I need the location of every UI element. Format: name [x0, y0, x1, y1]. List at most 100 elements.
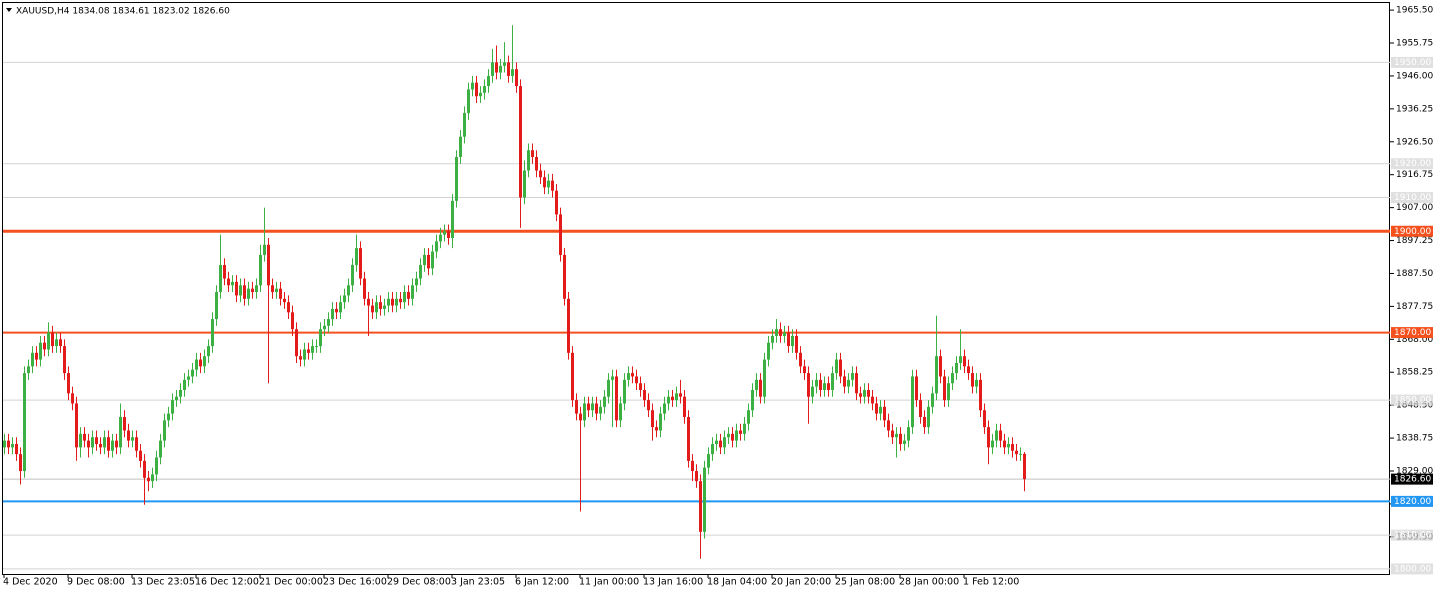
- candle-body: [7, 440, 10, 448]
- x-tick-label: 6 Jan 12:00: [515, 577, 569, 588]
- candle-body: [547, 180, 550, 188]
- dropdown-arrow: [6, 8, 12, 12]
- candle-body: [639, 383, 642, 390]
- candle-body: [167, 413, 170, 421]
- candle-body: [275, 288, 278, 293]
- candle-body: [947, 383, 950, 401]
- candle-body: [515, 69, 518, 87]
- candle-body: [327, 319, 330, 326]
- candle-body: [735, 430, 738, 441]
- y-tick-label: 1887.50: [1396, 269, 1433, 279]
- candle-body: [23, 373, 26, 472]
- candle-body: [151, 474, 154, 482]
- candle-body: [783, 332, 786, 336]
- candle-body: [155, 457, 158, 475]
- candle-body: [759, 379, 762, 397]
- candle-body: [299, 356, 302, 360]
- candle-body: [223, 265, 226, 279]
- y-tick-label: 1838.75: [1396, 434, 1433, 444]
- candle-body: [227, 278, 230, 286]
- candle-body: [379, 302, 382, 309]
- candle-body: [663, 403, 666, 414]
- candle-body: [423, 254, 426, 266]
- candle-body: [867, 389, 870, 397]
- candle-body: [807, 373, 810, 397]
- candle-body: [719, 440, 722, 448]
- candle-body: [1011, 443, 1014, 451]
- candle-body: [611, 376, 614, 380]
- level-label-box: [1391, 563, 1433, 575]
- x-tick-label: 13 Jan 16:00: [643, 577, 703, 588]
- candle-body: [795, 335, 798, 353]
- candle-body: [879, 406, 882, 414]
- candle-body: [771, 335, 774, 343]
- candle-body: [843, 376, 846, 387]
- candle-body: [971, 373, 974, 387]
- candle-body: [587, 403, 590, 411]
- candle-body: [319, 329, 322, 347]
- y-tick-label: 1916.75: [1396, 170, 1433, 180]
- candle-body: [419, 265, 422, 279]
- candle-body: [15, 443, 18, 455]
- candle-body: [491, 62, 494, 76]
- candle-body: [179, 389, 182, 397]
- candle-body: [447, 231, 450, 239]
- candle-body: [815, 379, 818, 387]
- candle-body: [975, 379, 978, 387]
- candle-body: [1015, 450, 1018, 455]
- candle-body: [543, 177, 546, 188]
- candle-body: [703, 467, 706, 532]
- candle-body: [671, 396, 674, 401]
- level-label-box: [1391, 56, 1433, 68]
- candle-body: [83, 433, 86, 441]
- candle-body: [647, 400, 650, 411]
- candle-body: [67, 373, 70, 394]
- level-label-box: [1391, 529, 1433, 541]
- candle-body: [323, 325, 326, 330]
- candle-body: [567, 298, 570, 353]
- candle-body: [399, 298, 402, 303]
- candle-body: [47, 332, 50, 350]
- candle-body: [931, 393, 934, 407]
- candle-body: [875, 403, 878, 414]
- x-tick-label: 28 Jan 00:00: [899, 577, 959, 588]
- candle-body: [111, 440, 114, 451]
- candle-body: [899, 433, 902, 444]
- candle-body: [91, 437, 94, 448]
- candle-body: [287, 302, 290, 313]
- candle-body: [271, 285, 274, 293]
- candle-body: [599, 406, 602, 414]
- candle-body: [475, 82, 478, 97]
- candle-body: [135, 437, 138, 451]
- candle-body: [579, 413, 582, 421]
- candle-body: [907, 427, 910, 441]
- candle-body: [331, 308, 334, 320]
- candle-body: [199, 359, 202, 367]
- candle-body: [859, 393, 862, 397]
- x-tick-label: 13 Dec 23:05: [131, 577, 195, 588]
- candle-body: [31, 352, 34, 367]
- level-label-box: [1391, 495, 1433, 507]
- candle-body: [295, 329, 298, 357]
- y-tick-label: 1877.75: [1396, 302, 1433, 312]
- candle-body: [559, 214, 562, 255]
- candle-body: [99, 443, 102, 448]
- candle-body: [187, 376, 190, 380]
- candle-body: [943, 376, 946, 401]
- candle-body: [623, 379, 626, 404]
- candle-body: [551, 180, 554, 191]
- candle-body: [963, 356, 966, 367]
- candle-body: [279, 288, 282, 299]
- candle-body: [143, 460, 146, 478]
- level-label: 1800.00: [1394, 564, 1431, 574]
- candle-body: [979, 379, 982, 411]
- candle-body: [455, 156, 458, 201]
- level-label-box: [1391, 327, 1433, 339]
- candle-body: [539, 170, 542, 178]
- candle-body: [355, 248, 358, 266]
- candle-body: [523, 170, 526, 198]
- candle-body: [507, 62, 510, 76]
- level-label: 1910.00: [1394, 193, 1431, 203]
- candle-body: [763, 359, 766, 397]
- x-tick-label: 18 Jan 04:00: [707, 577, 767, 588]
